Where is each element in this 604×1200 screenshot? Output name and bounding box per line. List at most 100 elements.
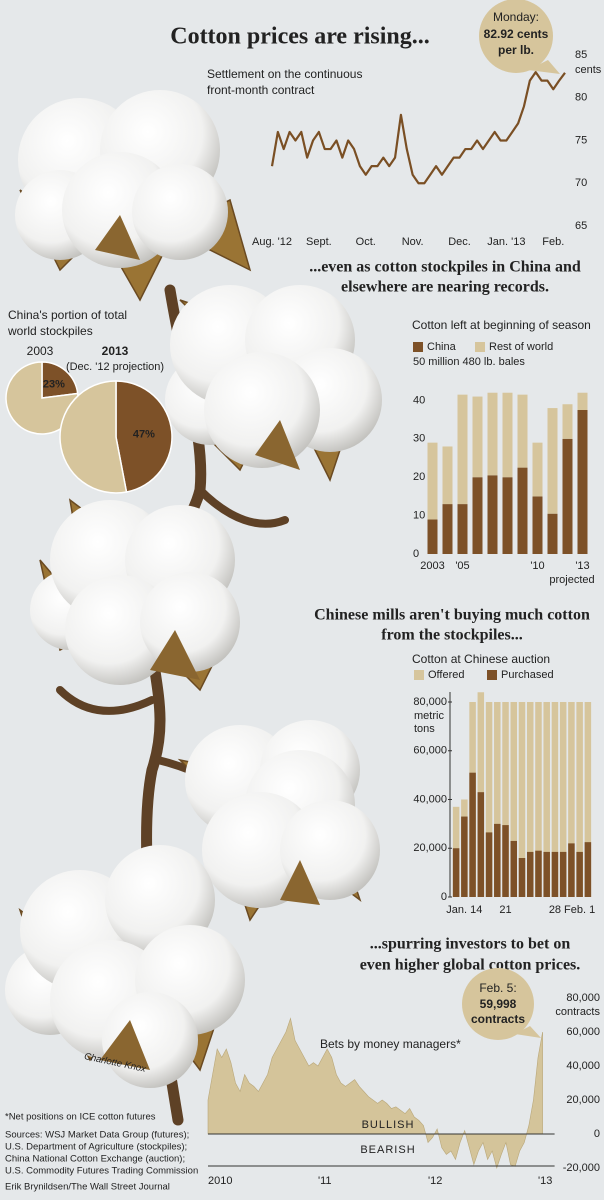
- legend-swatch: [413, 342, 423, 352]
- y-tick-label: 30: [413, 433, 425, 445]
- legend-swatch: [475, 342, 485, 352]
- legend-swatch: [487, 670, 497, 680]
- y-tick-label: 80,000: [413, 696, 447, 708]
- note: projected: [549, 574, 594, 586]
- sources: U.S. Commodity Futures Trading Commissio…: [5, 1166, 198, 1177]
- annotation: Monday:: [493, 10, 539, 24]
- y-tick-label: 40,000: [413, 793, 447, 805]
- x-tick-label: Feb. 1: [564, 904, 595, 916]
- bar: [510, 702, 518, 897]
- y-tick-label: 20,000: [566, 1094, 600, 1106]
- bar-segment: [517, 467, 528, 554]
- bar: [551, 851, 559, 897]
- bar-segment: [442, 504, 453, 554]
- y-unit: tons: [414, 723, 435, 735]
- legend-label: Offered: [428, 669, 465, 681]
- chart-title: Chinese mills aren't buying much cotton: [314, 607, 590, 624]
- x-tick-label: 28: [549, 904, 561, 916]
- annotation: Feb. 5:: [479, 981, 516, 995]
- x-tick-label: Dec.: [448, 236, 471, 248]
- chart-title: world stockpiles: [7, 324, 93, 338]
- bar-segment: [532, 442, 543, 497]
- bar-segment: [442, 446, 453, 505]
- y-tick-label: 50 million 480 lb. bales: [413, 356, 525, 368]
- bar-segment: [457, 394, 468, 505]
- y-tick-label: 20: [413, 471, 425, 483]
- chart-title: elsewhere are nearing records.: [341, 279, 549, 296]
- x-tick-label: Jan. 14: [446, 904, 482, 916]
- y-tick-label: 0: [441, 891, 447, 903]
- chart-subtitle: Cotton at Chinese auction: [412, 652, 550, 666]
- y-tick-label: 80: [575, 92, 587, 104]
- bar: [576, 851, 583, 897]
- data-label: 23%: [43, 378, 65, 390]
- y-tick-label: 0: [594, 1128, 600, 1140]
- x-tick-label: '11: [318, 1175, 332, 1187]
- x-tick-label: Aug. '12: [252, 236, 292, 248]
- bar: [461, 816, 468, 897]
- bar: [584, 702, 592, 897]
- pie-slice: [115, 380, 173, 493]
- sources: Sources: WSJ Market Data Group (futures)…: [5, 1130, 189, 1141]
- chart-subtitle: Cotton left at beginning of season: [412, 318, 591, 332]
- bar-segment: [472, 477, 483, 554]
- y-tick-label: 65: [575, 220, 587, 232]
- chart-subtitle: front-month contract: [207, 83, 315, 97]
- bar: [551, 702, 559, 897]
- bar: [568, 702, 575, 897]
- bar: [543, 851, 550, 897]
- bar-segment: [517, 394, 528, 468]
- bar-segment: [577, 410, 588, 554]
- bar-segment: [547, 513, 558, 554]
- price-line: [270, 71, 566, 185]
- x-tick-label: '05: [455, 560, 469, 572]
- y-tick-label: 70: [575, 177, 587, 189]
- bar: [559, 702, 567, 897]
- y-unit: cents: [575, 64, 602, 76]
- x-tick-label: Oct.: [356, 236, 376, 248]
- bar-segment: [487, 475, 498, 554]
- y-tick-label: 40: [413, 394, 425, 406]
- x-tick-label: Sept.: [306, 236, 332, 248]
- x-tick-label: 2003: [420, 560, 444, 572]
- cotton-illustration: [5, 90, 382, 1126]
- legend-label: Rest of world: [489, 341, 553, 353]
- annotation: per lb.: [498, 43, 534, 57]
- y-tick-label: 85: [575, 49, 587, 61]
- y-unit: contracts: [555, 1006, 600, 1018]
- chart-title: ...even as cotton stockpiles in China an…: [309, 259, 581, 276]
- bar-segment: [487, 392, 498, 476]
- bar-segment: [472, 396, 483, 478]
- y-tick-label: 60,000: [413, 745, 447, 757]
- bar: [559, 851, 567, 897]
- bar: [543, 702, 550, 897]
- bar: [469, 772, 476, 897]
- y-tick-label: 20,000: [413, 842, 447, 854]
- y-tick-label: 75: [575, 134, 587, 146]
- x-tick-label: Jan. '13: [487, 236, 525, 248]
- bar: [535, 850, 542, 897]
- chart-subtitle: Settlement on the continuous: [207, 67, 362, 81]
- pie-label: 2013: [102, 344, 129, 358]
- bar-segment: [532, 496, 543, 554]
- y-tick-label: 80,000: [566, 992, 600, 1004]
- x-tick-label: '12: [428, 1175, 442, 1187]
- chart-title: even higher global cotton prices.: [360, 957, 581, 974]
- bar-segment: [502, 477, 513, 554]
- bar: [485, 702, 493, 897]
- chart-title: ...spurring investors to bet on: [370, 936, 571, 953]
- pie-slice: [41, 361, 79, 399]
- y-tick-label: 60,000: [566, 1026, 600, 1038]
- bar: [518, 858, 526, 897]
- bar: [494, 823, 501, 897]
- pie-slice: [59, 380, 128, 494]
- area: [207, 1017, 543, 1170]
- data-label: 47%: [133, 428, 155, 440]
- bar-segment: [457, 504, 468, 554]
- bar-segment: [562, 404, 573, 439]
- annotation: contracts: [471, 1012, 525, 1026]
- x-tick-label: 21: [499, 904, 511, 916]
- y-tick-label: 0: [413, 548, 419, 560]
- x-tick-label: '13: [575, 560, 589, 572]
- bar: [535, 702, 542, 897]
